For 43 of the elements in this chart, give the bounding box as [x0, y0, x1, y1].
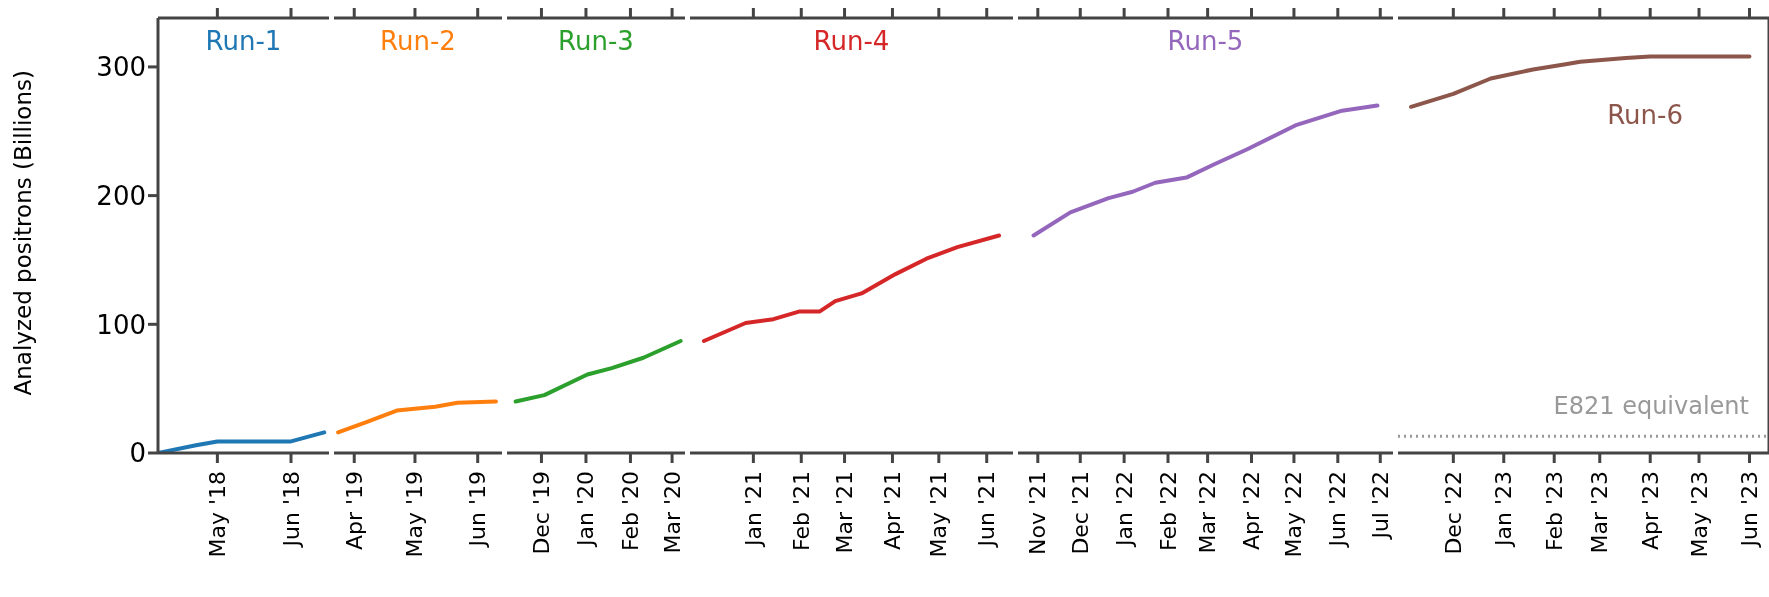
- y-tick-label: 0: [129, 438, 146, 469]
- x-tick-label: Feb '20: [617, 471, 643, 551]
- x-tick-label: Jul '22: [1367, 471, 1393, 541]
- text: Run-5: [1166, 26, 1245, 56]
- text: Run-3: [557, 26, 635, 56]
- x-tick-label: Feb '21: [788, 471, 814, 551]
- x-tick-label: Jan '20: [573, 471, 599, 548]
- x-tick-label: Mar '20: [659, 471, 685, 554]
- x-tick-label: Mar '23: [1587, 471, 1613, 554]
- x-tick-label: Nov '21: [1025, 471, 1051, 555]
- y-tick-label: 100: [96, 309, 146, 340]
- x-tick-label: Jun '18: [278, 471, 304, 549]
- x-tick-label: Apr '22: [1238, 471, 1264, 551]
- x-tick-label: Jun '19: [465, 471, 491, 549]
- x-tick-label: May '22: [1281, 471, 1307, 558]
- x-tick-label: May '19: [402, 471, 428, 558]
- x-tick-label: Apr '23: [1637, 471, 1663, 551]
- x-tick-label: Jun '21: [974, 471, 1000, 549]
- x-tick-label: Jun '22: [1325, 471, 1351, 549]
- text: Run-4: [812, 26, 891, 56]
- x-tick-label: Mar '22: [1195, 471, 1221, 554]
- x-tick-label: May '23: [1686, 471, 1712, 558]
- x-tick-label: Apr '21: [879, 471, 905, 551]
- x-tick-label: May '21: [926, 471, 952, 558]
- x-tick-label: Jan '23: [1491, 471, 1517, 548]
- series-label: Run-6: [1606, 99, 1684, 130]
- ref-line-label: E821 equivalent: [1553, 392, 1749, 421]
- y-tick-label: 300: [96, 52, 146, 83]
- x-tick-label: Jan '21: [740, 471, 766, 548]
- x-tick-label: May '18: [204, 471, 230, 558]
- x-tick-label: Apr '19: [341, 471, 367, 551]
- x-tick-label: Feb '23: [1541, 471, 1567, 551]
- x-tick-label: Dec '19: [528, 471, 554, 555]
- y-tick-label: 200: [96, 180, 146, 211]
- text: Run-1: [204, 26, 283, 56]
- x-tick-label: Mar '21: [832, 471, 858, 554]
- text: Run-2: [379, 26, 457, 56]
- x-tick-label: Dec '21: [1067, 471, 1093, 555]
- x-tick-label: Jan '22: [1111, 471, 1137, 548]
- x-tick-label: Feb '22: [1155, 471, 1181, 551]
- x-tick-label: Dec '22: [1440, 471, 1466, 555]
- x-tick-label: Jun '23: [1736, 471, 1762, 549]
- y-axis-title: Analyzed positrons (Billions): [10, 70, 37, 396]
